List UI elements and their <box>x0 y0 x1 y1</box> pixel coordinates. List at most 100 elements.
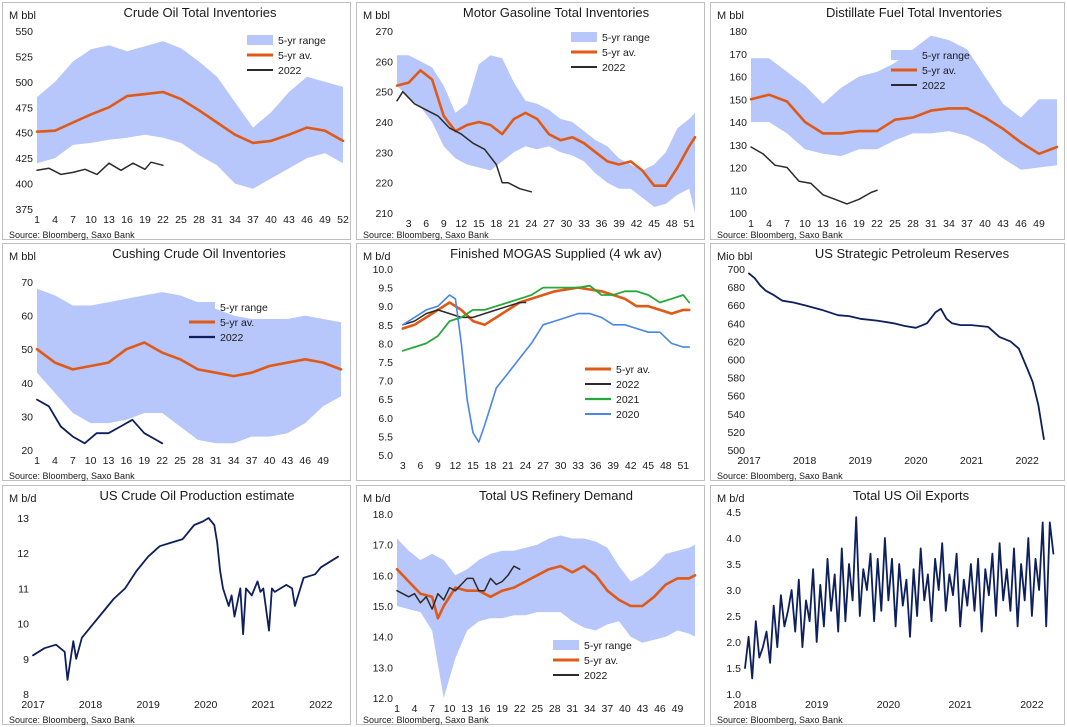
x-tick-label: 2021 <box>252 699 276 711</box>
series-line-avg <box>35 90 345 145</box>
x-tick-label: 12 <box>450 460 462 472</box>
chart-title: Finished MOGAS Supplied (4 wk av) <box>450 246 662 261</box>
legend-swatch-range <box>571 32 597 42</box>
source-note: Source: Bloomberg, Saxo Bank <box>363 230 489 240</box>
five-year-range-band <box>397 55 695 213</box>
y-tick-label: 8.5 <box>378 320 393 332</box>
x-tick-label: 24 <box>526 218 538 230</box>
y-axis-unit: M bbl <box>9 10 36 22</box>
cushing-inventories-panel: Cushing Crude Oil Inventories M bbl 20 30 40… <box>2 243 351 481</box>
y-tick-label: 170 <box>729 49 747 61</box>
y-tick-label: 160 <box>729 72 747 84</box>
x-tick-label: 12 <box>455 218 467 230</box>
x-tick-label: 36 <box>590 460 602 472</box>
x-tick-label: 7 <box>429 703 435 715</box>
spr-panel: US Strategic Petroleum Reserves Mio bbl 50… <box>710 243 1065 481</box>
x-tick-label: 49 <box>1033 218 1045 230</box>
x-tick-label: 2021 <box>948 699 972 711</box>
chart-title: Total US Refinery Demand <box>479 488 633 503</box>
x-tick-label: 13 <box>817 218 829 230</box>
y-tick-label: 120 <box>729 163 747 175</box>
x-tick-label: 2020 <box>194 699 218 711</box>
legend-label: 5-yr av. <box>584 655 618 667</box>
y-tick-label: 260 <box>375 56 393 68</box>
x-tick-label: 7 <box>70 455 76 467</box>
x-tick-label: 28 <box>193 214 205 226</box>
series-line-y2020 <box>401 294 691 443</box>
x-tick-label: 2018 <box>793 455 817 467</box>
y-tick-label: 8.0 <box>378 338 393 350</box>
y-tick-label: 10 <box>17 619 29 631</box>
x-tick-label: 2021 <box>960 455 984 467</box>
y-tick-label: 640 <box>727 318 745 330</box>
x-tick-label: 48 <box>666 218 678 230</box>
y-tick-label: 180 <box>729 26 747 38</box>
source-note: Source: Bloomberg, Saxo Bank <box>717 230 843 240</box>
x-tick-label: 28 <box>907 218 919 230</box>
x-tick-label: 4 <box>52 455 58 467</box>
series-line-avg <box>395 564 697 620</box>
x-tick-label: 22 <box>157 214 169 226</box>
x-tick-label: 48 <box>660 460 672 472</box>
x-tick-label: 9 <box>435 460 441 472</box>
x-tick-label: 1 <box>748 218 754 230</box>
x-tick-label: 37 <box>961 218 973 230</box>
spr-chart: US Strategic Petroleum Reserves Mio bbl 50… <box>717 246 1045 481</box>
chart-title: Crude Oil Total Inventories <box>124 5 277 20</box>
x-tick-label: 28 <box>549 703 561 715</box>
y-tick-label: 30 <box>21 411 33 423</box>
y-tick-label: 9.5 <box>378 283 393 295</box>
legend-label: 2022 <box>584 670 608 682</box>
x-tick-label: 10 <box>85 214 97 226</box>
y-axis-unit: Mio bbl <box>717 251 752 263</box>
y-axis-unit: M bbl <box>9 251 36 263</box>
x-tick-label: 43 <box>282 455 294 467</box>
x-tick-label: 6 <box>423 218 429 230</box>
legend-label: 5-yr av. <box>220 317 254 329</box>
y-tick-label: 240 <box>375 117 393 129</box>
x-tick-label: 9 <box>441 218 447 230</box>
source-note: Source: Bloomberg, Saxo Bank <box>9 471 135 481</box>
x-tick-label: 15 <box>473 218 485 230</box>
x-tick-label: 21 <box>508 218 520 230</box>
x-tick-label: 2019 <box>805 699 829 711</box>
y-tick-label: 12.0 <box>373 693 394 705</box>
y-tick-label: 375 <box>15 204 33 216</box>
production-chart: US Crude Oil Production estimate M b/d 8 9 1… <box>9 488 340 725</box>
x-tick-label: 4 <box>412 703 418 715</box>
y-tick-label: 11 <box>18 583 29 595</box>
y-tick-label: 16.0 <box>373 570 394 582</box>
series-line-avg <box>401 286 691 330</box>
y-tick-label: 13.0 <box>373 662 394 674</box>
x-tick-label: 13 <box>103 455 115 467</box>
x-tick-label: 31 <box>566 703 578 715</box>
x-tick-label: 19 <box>496 703 508 715</box>
legend-label: 5-yr av. <box>922 65 956 77</box>
x-tick-label: 45 <box>648 218 660 230</box>
mogas-supplied-chart: Finished MOGAS Supplied (4 wk av) M b/d 5.… <box>363 246 691 472</box>
x-tick-label: 2022 <box>1020 699 1044 711</box>
x-tick-label: 6 <box>417 460 423 472</box>
y-tick-label: 8 <box>23 689 29 701</box>
y-tick-label: 560 <box>727 391 745 403</box>
cushing-inventories-chart: Cushing Crude Oil Inventories M bbl 20 30 40… <box>9 246 343 481</box>
x-tick-label: 31 <box>210 455 222 467</box>
y-tick-label: 60 <box>21 311 33 323</box>
x-tick-label: 4 <box>766 218 772 230</box>
x-tick-label: 25 <box>175 214 187 226</box>
chart-title: Cushing Crude Oil Inventories <box>112 246 286 261</box>
y-tick-label: 1.5 <box>726 663 741 675</box>
x-tick-label: 18 <box>485 460 497 472</box>
legend-label: 2020 <box>616 409 640 421</box>
exports-panel: Total US Oil Exports M b/d 1.0 1.5 2.0 2.5 3.0… <box>710 485 1065 725</box>
y-tick-label: 12 <box>17 548 29 560</box>
x-tick-label: 21 <box>502 460 514 472</box>
x-tick-label: 43 <box>997 218 1009 230</box>
x-tick-label: 16 <box>121 455 133 467</box>
y-axis-unit: M bbl <box>717 10 744 22</box>
five-year-range-band <box>37 288 341 444</box>
y-tick-label: 9 <box>23 654 29 666</box>
x-tick-label: 2020 <box>904 455 928 467</box>
